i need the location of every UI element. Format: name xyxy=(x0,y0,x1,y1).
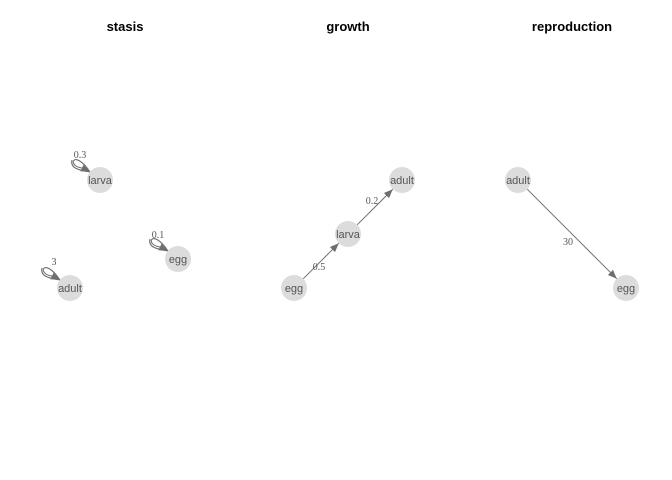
stasis-edge-egg-egg-arrow xyxy=(158,243,168,251)
stasis-node-larva: larva xyxy=(87,167,113,193)
reproduction-node-adult: adult xyxy=(505,167,531,193)
growth-node-larva-circle xyxy=(335,221,361,247)
stasis-edges: 0.3 0.1 3 xyxy=(41,150,169,281)
panel-title-growth: growth xyxy=(326,19,369,34)
stasis-node-egg-circle xyxy=(165,246,191,272)
growth-edge-larva-adult-label: 0.2 xyxy=(366,196,379,207)
growth-node-larva-label: larva xyxy=(336,229,361,241)
growth-edge-larva-adult-arrow xyxy=(383,189,393,199)
growth-nodes: adult larva egg xyxy=(281,167,415,301)
stasis-edge-adult-adult-loop xyxy=(42,267,61,281)
stasis-edge-larva-larva-label: 0.3 xyxy=(74,150,87,161)
reproduction-node-egg-label: egg xyxy=(617,283,635,295)
stasis-node-larva-circle xyxy=(87,167,113,193)
growth-node-egg-circle xyxy=(281,275,307,301)
stasis-node-adult: adult xyxy=(57,275,83,301)
growth-node-adult-label: adult xyxy=(390,175,414,187)
growth-node-larva: larva xyxy=(335,221,361,247)
stasis-edge-egg-egg-label: 0.1 xyxy=(152,230,165,241)
stasis-edge-adult-adult-label: 3 xyxy=(52,257,57,268)
stasis-edge-larva-larva-loop xyxy=(72,159,91,173)
growth-edges: 0.5 0.2 xyxy=(302,188,394,280)
reproduction-edge-adult-egg-arrow xyxy=(607,269,617,279)
stasis-node-adult-label: adult xyxy=(58,283,82,295)
reproduction-node-adult-label: adult xyxy=(506,175,530,187)
reproduction-edges: 30 xyxy=(526,188,618,280)
reproduction-node-egg: egg xyxy=(613,275,639,301)
reproduction-edge-adult-egg-line xyxy=(526,188,618,280)
reproduction-node-adult-circle xyxy=(505,167,531,193)
growth-node-egg-label: egg xyxy=(285,283,303,295)
panel-reproduction: reproduction 30 adult egg xyxy=(505,19,639,301)
panel-growth: growth 0.5 0.2 adult larva egg xyxy=(281,19,415,301)
reproduction-node-egg-circle xyxy=(613,275,639,301)
stasis-nodes: larva egg adult xyxy=(57,167,191,301)
growth-edge-egg-larva-arrow xyxy=(329,243,339,253)
stasis-edge-adult-adult-arrow xyxy=(50,272,60,280)
growth-node-adult: adult xyxy=(389,167,415,193)
growth-node-egg: egg xyxy=(281,275,307,301)
stasis-node-egg: egg xyxy=(165,246,191,272)
stasis-node-adult-circle xyxy=(57,275,83,301)
reproduction-edge-adult-egg-label: 30 xyxy=(563,237,573,248)
panel-stasis: stasis 0.3 0.1 3 larva egg adult xyxy=(41,19,191,301)
stasis-node-larva-label: larva xyxy=(88,175,113,187)
reproduction-nodes: adult egg xyxy=(505,167,639,301)
stasis-edge-egg-egg-loop xyxy=(150,238,169,252)
growth-node-adult-circle xyxy=(389,167,415,193)
stasis-edge-larva-larva-arrow xyxy=(80,164,90,172)
growth-edge-egg-larva-label: 0.5 xyxy=(313,262,326,273)
stasis-node-egg-label: egg xyxy=(169,254,187,266)
panel-title-stasis: stasis xyxy=(107,19,144,34)
panel-title-reproduction: reproduction xyxy=(532,19,612,34)
